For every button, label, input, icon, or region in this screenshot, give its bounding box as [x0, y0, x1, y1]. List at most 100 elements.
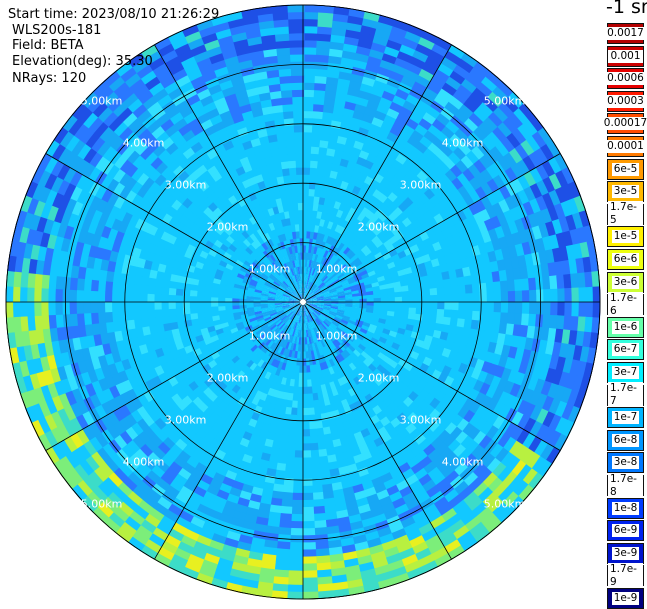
range-gate-cell [302, 422, 309, 430]
range-gate-cell [62, 301, 70, 315]
range-gate-cell [147, 293, 155, 302]
range-gate-cell [303, 188, 310, 196]
range-gate-cell [571, 288, 579, 304]
range-gate-cell [303, 33, 319, 41]
range-gate-cell [211, 306, 219, 312]
range-gate-cell [309, 422, 317, 430]
range-gate-cell [493, 312, 501, 324]
range-gate-cell [430, 302, 438, 310]
range-gate-cell [302, 415, 309, 423]
range-gate-cell [423, 302, 431, 309]
range-gate-cell [287, 577, 303, 585]
range-gate-cell [303, 174, 310, 182]
range-gate-cell [288, 160, 297, 168]
range-gate-cell [501, 302, 509, 314]
range-gate-cell [190, 307, 198, 314]
range-gate-cell [451, 286, 459, 295]
range-gate-cell [48, 287, 56, 302]
range-gate-cell [302, 500, 314, 508]
range-gate-cell [508, 302, 516, 314]
range-gate-cell [423, 295, 431, 302]
range-gate-cell [126, 301, 134, 311]
range-gate-cell [161, 294, 169, 302]
range-gate-cell [493, 281, 501, 293]
range-gate-cell [303, 47, 318, 55]
range-gate-cell [366, 295, 374, 299]
range-gate-cell [286, 584, 303, 592]
range-gate-cell [473, 293, 481, 303]
range-gate-cell [302, 542, 316, 550]
range-gate-cell [83, 301, 91, 314]
range-gate-cell [55, 301, 63, 315]
range-gate-cell [285, 132, 295, 140]
range-gate-cell [380, 293, 388, 298]
range-gate-cell [293, 203, 299, 211]
range-gate-cell [310, 443, 319, 451]
range-gate-cell [302, 585, 319, 593]
range-gate-cell [303, 153, 312, 161]
range-gate-cell [593, 286, 601, 303]
range-gate-cell [303, 103, 314, 111]
range-gate-cell [20, 286, 28, 302]
range-gate-cell [287, 146, 296, 154]
range-gate-cell [294, 443, 303, 451]
range-gate-cell [487, 292, 495, 303]
range-gate-cell [69, 289, 77, 303]
range-gate-cell [281, 492, 293, 500]
range-gate-cell [313, 506, 326, 515]
range-gate-cell [105, 280, 113, 292]
range-gate-cell [303, 146, 312, 154]
range-gate-cell [204, 306, 212, 312]
range-gate-cell [90, 290, 98, 302]
range-gate-cell [182, 295, 190, 302]
range-gate-cell [182, 301, 190, 308]
range-gate-cell [430, 295, 438, 303]
range-gate-cell [394, 292, 402, 298]
range-gate-cell [140, 293, 148, 302]
range-gate-cell [302, 577, 318, 585]
range-gate-cell [307, 386, 313, 394]
range-gate-cell [302, 507, 314, 515]
range-gate-cell [458, 294, 466, 303]
range-gate-cell [402, 302, 410, 308]
range-gate-cell [287, 153, 296, 161]
range-gate-cell [309, 436, 318, 444]
range-gate-cell [90, 301, 98, 313]
range-gate-cell [303, 89, 315, 97]
range-gate-cell [294, 457, 303, 465]
range-gate-cell [297, 401, 303, 409]
range-gate-cell [458, 285, 466, 295]
range-gate-cell [282, 97, 294, 105]
range-gate-cell [287, 570, 303, 578]
range-gate-cell [409, 302, 417, 309]
range-gate-cell [303, 40, 318, 48]
range-gate-cell [310, 457, 320, 465]
range-gate-cell [112, 291, 120, 302]
range-gate-cell [312, 492, 324, 500]
range-gate-cell [204, 296, 212, 302]
range-gate-cell [296, 415, 303, 423]
range-gate-cell [303, 167, 311, 175]
range-gate-cell [536, 289, 544, 303]
range-gate-cell [302, 563, 318, 571]
range-gate-cell [133, 292, 141, 302]
range-gate-cell [585, 302, 593, 319]
range-gate-cell [303, 75, 316, 83]
range-gate-cell [105, 311, 113, 323]
range-gate-cell [48, 301, 56, 316]
range-gate-cell [302, 472, 312, 480]
range-gate-cell [296, 231, 300, 239]
range-gate-cell [297, 408, 304, 416]
range-gate-cell [522, 290, 530, 303]
range-gate-cell [307, 379, 312, 387]
range-gate-cell [302, 443, 311, 451]
range-gate-cell [302, 535, 316, 543]
range-gate-cell [444, 294, 452, 303]
range-gate-cell [423, 289, 431, 297]
range-gate-cell [515, 291, 523, 304]
range-gate-cell [578, 302, 586, 318]
range-gate-cell [308, 408, 315, 416]
range-gate-cell [55, 288, 63, 302]
range-gate-cell [301, 592, 318, 600]
